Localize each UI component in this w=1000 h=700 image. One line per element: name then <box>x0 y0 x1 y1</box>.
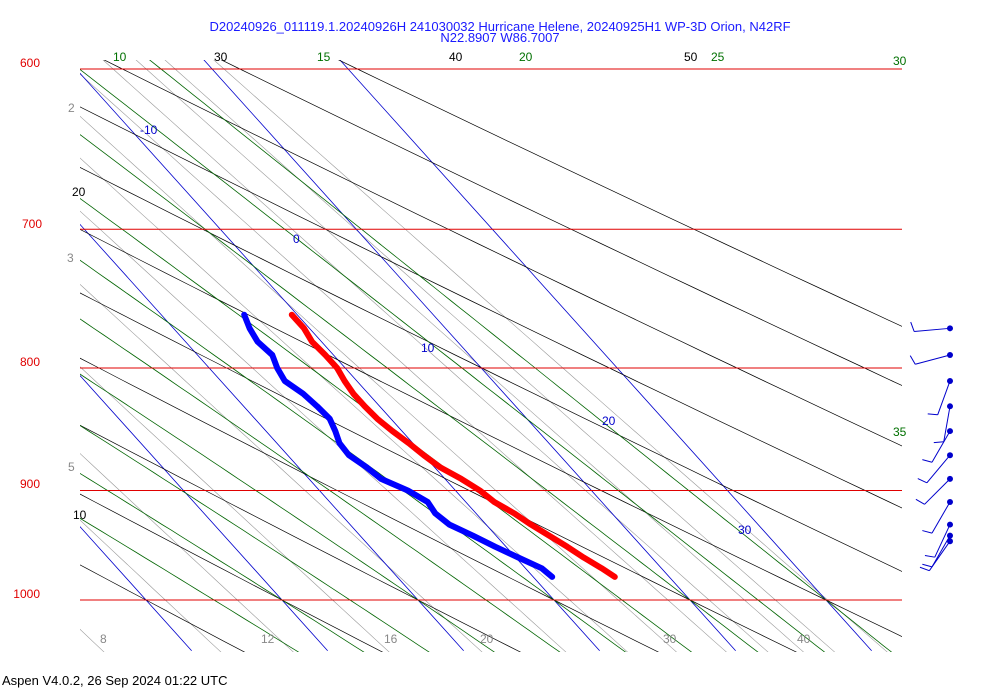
moist-adiabat-line <box>80 69 826 652</box>
dry-adiabat-line <box>80 357 659 652</box>
mixing-ratio-label: 16 <box>384 632 398 646</box>
chart-title: D20240926_011119.1.20240926H 241030032 H… <box>209 19 791 34</box>
mixing-ratio-label: 3 <box>67 251 74 265</box>
dry-adiabat-label: 50 <box>684 50 698 64</box>
isobar-label-600: 600 <box>20 56 40 70</box>
moist-adiabat-label: 20 <box>519 50 533 64</box>
isobar-label-800: 800 <box>20 355 40 369</box>
wind-barb <box>915 475 953 505</box>
isobar-label-1000: 1000 <box>13 587 40 601</box>
temperature-profile <box>288 311 618 580</box>
isotherm-label: 20 <box>602 414 616 428</box>
mixing-ratio-line <box>80 115 677 652</box>
moist-adiabat-line <box>80 318 561 652</box>
isotherm-line <box>80 526 192 651</box>
mixing-ratio-label: 40 <box>797 632 811 646</box>
mixing-ratio-line <box>164 60 836 652</box>
dry-adiabat-lines <box>80 60 902 652</box>
dry-adiabat-line <box>338 60 902 327</box>
moist-adiabat-label: 30 <box>893 54 907 68</box>
mixing-ratio-label: 8 <box>100 632 107 646</box>
isobar-lines <box>80 68 902 601</box>
wind-barbs <box>909 321 953 572</box>
dry-adiabat-line <box>103 60 902 447</box>
mixing-ratio-line <box>213 60 888 652</box>
chart-subtitle: N22.8907 W86.7007 <box>440 30 560 45</box>
mixing-ratio-label: 5 <box>68 460 75 474</box>
isotherm-label: 0 <box>293 232 300 246</box>
mixing-ratio-line <box>135 60 804 652</box>
isobar-label-900: 900 <box>20 477 40 491</box>
dewpoint-profile <box>241 311 556 580</box>
wind-barb <box>910 321 953 332</box>
dry-adiabat-line <box>80 106 902 509</box>
wind-barb <box>924 521 953 558</box>
mixing-ratio-label: 30 <box>663 632 677 646</box>
mixing-ratio-line <box>80 73 727 652</box>
isotherm-label: -10 <box>140 123 158 137</box>
mixing-ratio-line <box>80 157 628 652</box>
isotherm-line <box>0 34 56 651</box>
moist-adiabat-label: 15 <box>317 50 331 64</box>
wind-barb <box>927 377 953 416</box>
mixing-ratio-line <box>80 453 294 652</box>
wind-barb <box>917 452 953 484</box>
mixing-ratio-line <box>80 519 222 652</box>
isotherm-line <box>80 374 328 651</box>
moist-adiabat-label: 35 <box>893 425 907 439</box>
mixing-ratio-label: 2 <box>68 101 75 115</box>
moist-adiabat-label: 10 <box>113 50 127 64</box>
moist-adiabat-line <box>80 198 693 652</box>
mixing-ratio-labels: 2 3 5 8 12 16 20 30 40 <box>67 101 811 646</box>
mixing-ratio-line <box>102 60 769 652</box>
dry-adiabat-label: 40 <box>449 50 463 64</box>
mixing-ratio-line <box>80 366 390 652</box>
dry-adiabat-line <box>80 228 902 637</box>
moist-adiabat-line <box>149 60 893 652</box>
wind-barb <box>922 498 953 534</box>
moist-adiabat-lines <box>80 60 893 652</box>
isotherm-label: 30 <box>738 523 752 537</box>
moist-adiabat-line <box>80 425 430 652</box>
moist-adiabat-line <box>80 472 365 652</box>
isobar-label-700: 700 <box>22 217 42 231</box>
wind-barb <box>922 428 953 463</box>
isotherm-label: 10 <box>421 341 435 355</box>
mixing-ratio-label: 12 <box>261 632 275 646</box>
mixing-ratio-line <box>80 210 567 652</box>
dry-adiabat-line <box>80 564 246 652</box>
footer-text: Aspen V4.0.2, 26 Sep 2024 01:22 UTC <box>2 673 228 688</box>
mixing-ratio-line <box>80 283 483 652</box>
isotherm-line <box>339 60 872 651</box>
dry-adiabat-line <box>220 60 902 386</box>
moist-adiabat-labels: 10 15 20 25 30 35 <box>113 50 907 439</box>
isobar-labels: 600 700 800 900 1000 <box>13 56 42 601</box>
moist-adiabat-line <box>80 259 627 652</box>
isotherm-lines <box>0 34 872 651</box>
dry-adiabat-label: 10 <box>73 508 87 522</box>
moist-adiabat-line <box>80 517 300 652</box>
isotherm-labels: -10 0 10 20 30 <box>140 123 752 537</box>
moist-adiabat-line <box>80 373 495 652</box>
dry-adiabat-line <box>80 424 522 652</box>
isotherm-line <box>80 72 600 651</box>
isotherm-line <box>203 60 736 651</box>
wind-barb <box>922 532 953 568</box>
dry-adiabat-line <box>80 167 902 572</box>
dry-adiabat-label: 20 <box>72 185 86 199</box>
isotherm-line <box>80 223 464 651</box>
dry-adiabat-label: 30 <box>214 50 228 64</box>
sounding-profiles <box>241 311 618 580</box>
mixing-ratio-lines <box>80 60 888 652</box>
moist-adiabat-line <box>80 134 759 652</box>
wind-barb <box>933 403 953 444</box>
wind-barb <box>919 538 953 572</box>
dry-adiabat-line <box>80 292 797 652</box>
mixing-ratio-label: 20 <box>480 632 494 646</box>
moist-adiabat-label: 25 <box>711 50 725 64</box>
wind-barb <box>909 351 953 365</box>
dry-adiabat-line <box>80 493 384 652</box>
dry-adiabat-labels: 10 20 30 40 50 <box>72 50 698 522</box>
